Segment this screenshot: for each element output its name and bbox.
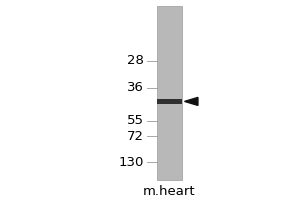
Text: 130: 130 [118, 156, 144, 169]
Bar [157, 99, 182, 104]
Text: 36: 36 [127, 81, 144, 94]
Text: 28: 28 [127, 54, 144, 67]
Polygon shape [184, 97, 198, 105]
Bar [157, 6, 182, 180]
Text: 72: 72 [127, 130, 144, 143]
Text: m.heart: m.heart [143, 185, 196, 198]
Text: 55: 55 [127, 114, 144, 127]
